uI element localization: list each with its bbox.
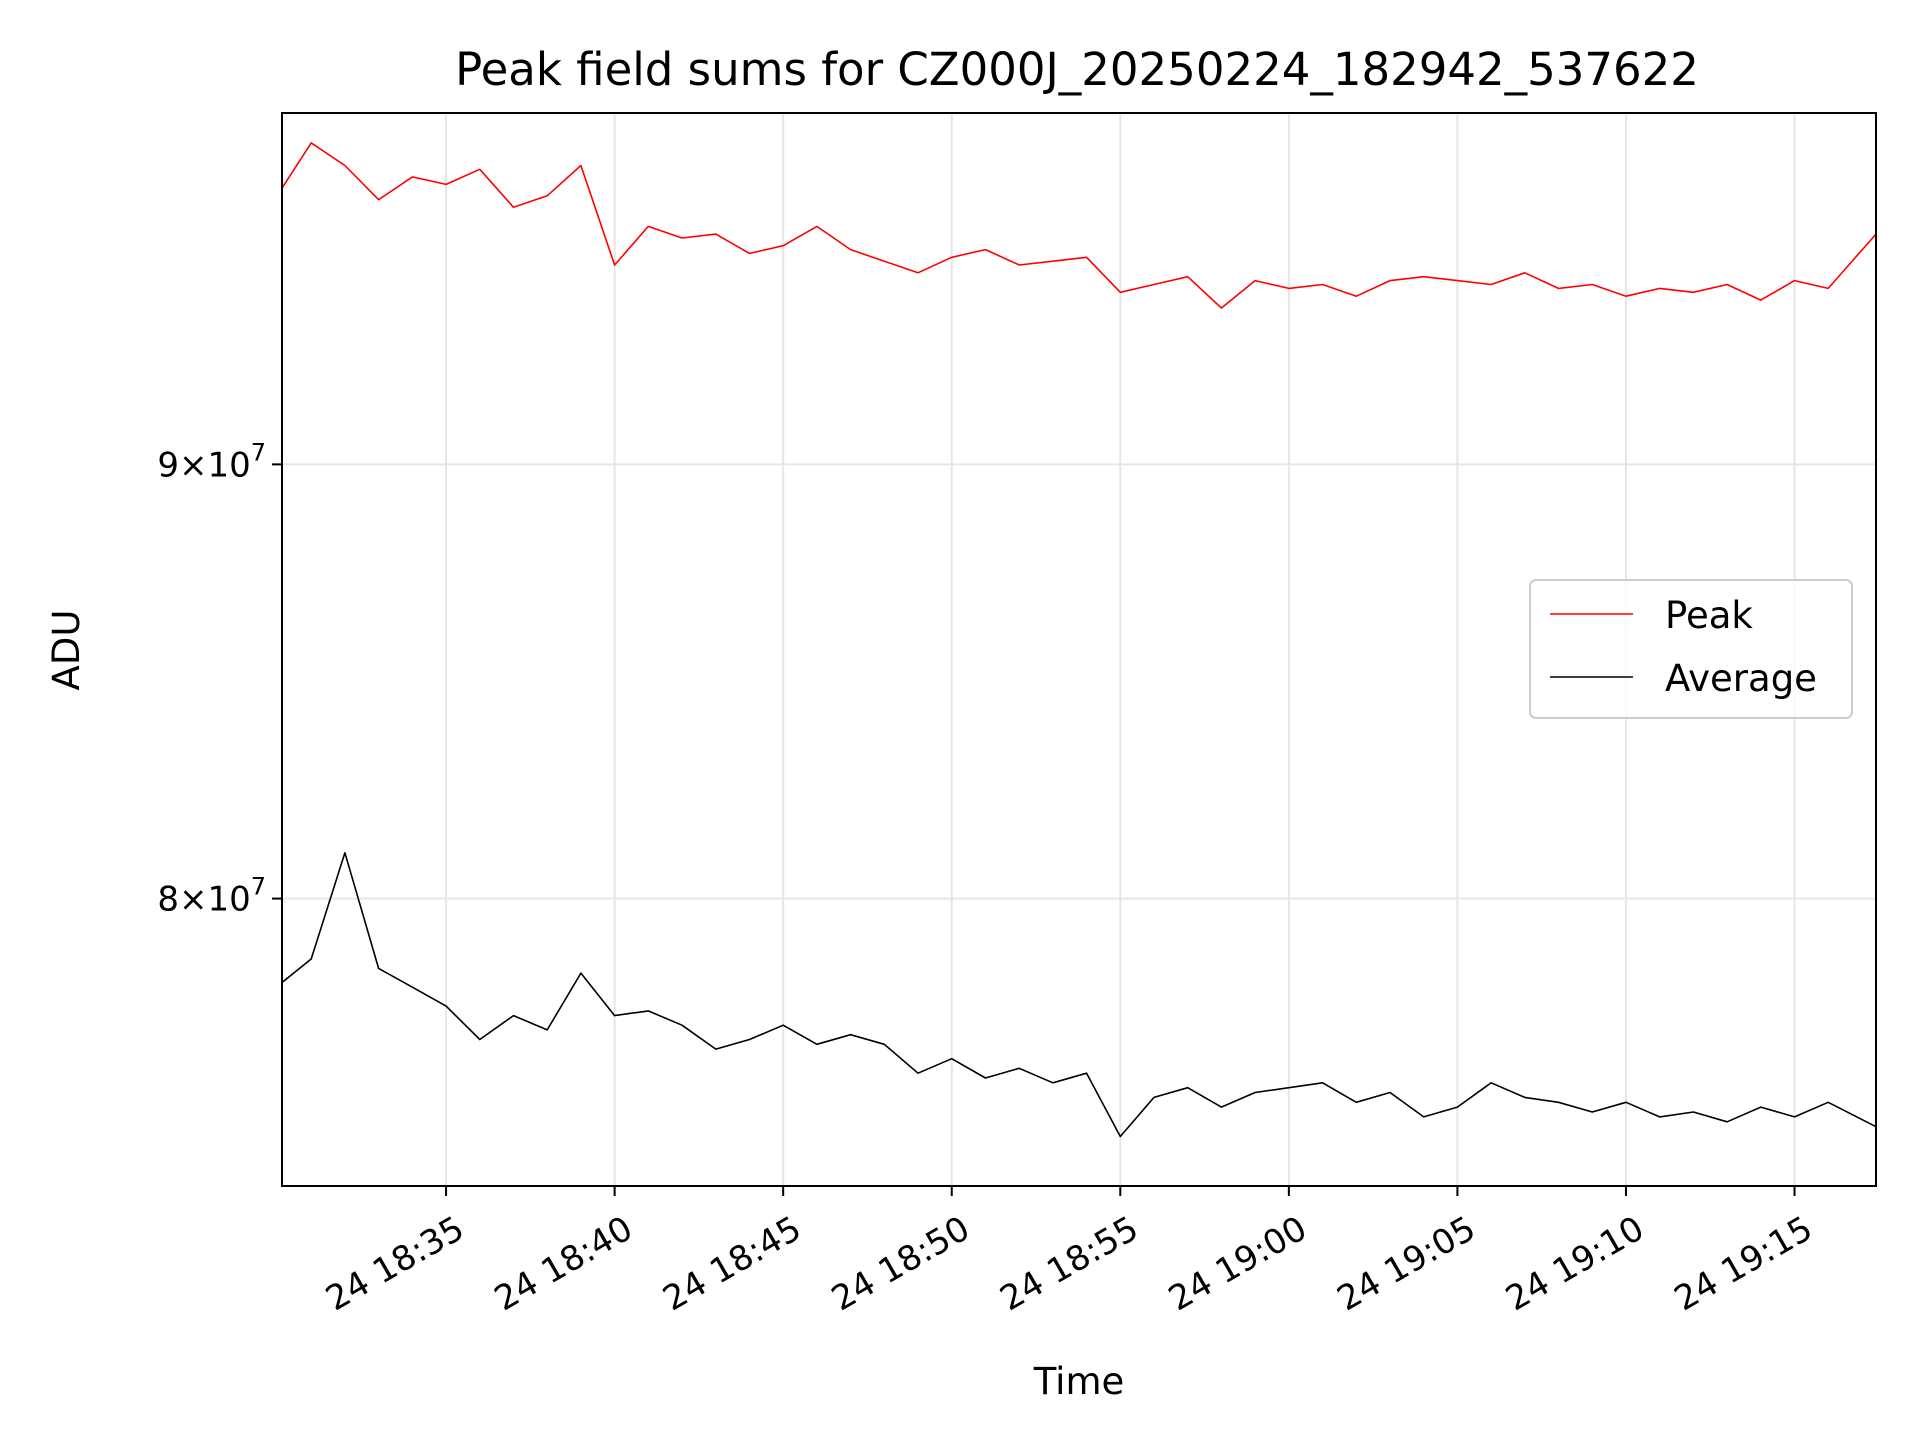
chart-title: Peak field sums for CZ000J_20250224_1829… [455,43,1699,96]
y-tick-label: 9×107 [157,438,266,485]
legend-label-average: Average [1665,657,1817,700]
y-axis-ticks: 8×107 9×107 [157,438,282,920]
plot-series [281,142,1877,1138]
y-axis-label: ADU [45,610,88,691]
legend: Peak Average [1529,579,1853,719]
x-axis-label: Time [1033,1360,1125,1403]
plot-area-frame [281,112,1877,1187]
grid [282,113,1876,1186]
series-line-peak [281,142,1877,309]
series-line-average [281,851,1877,1138]
y-tick-label: 8×107 [157,873,266,920]
legend-label-peak: Peak [1665,594,1753,637]
